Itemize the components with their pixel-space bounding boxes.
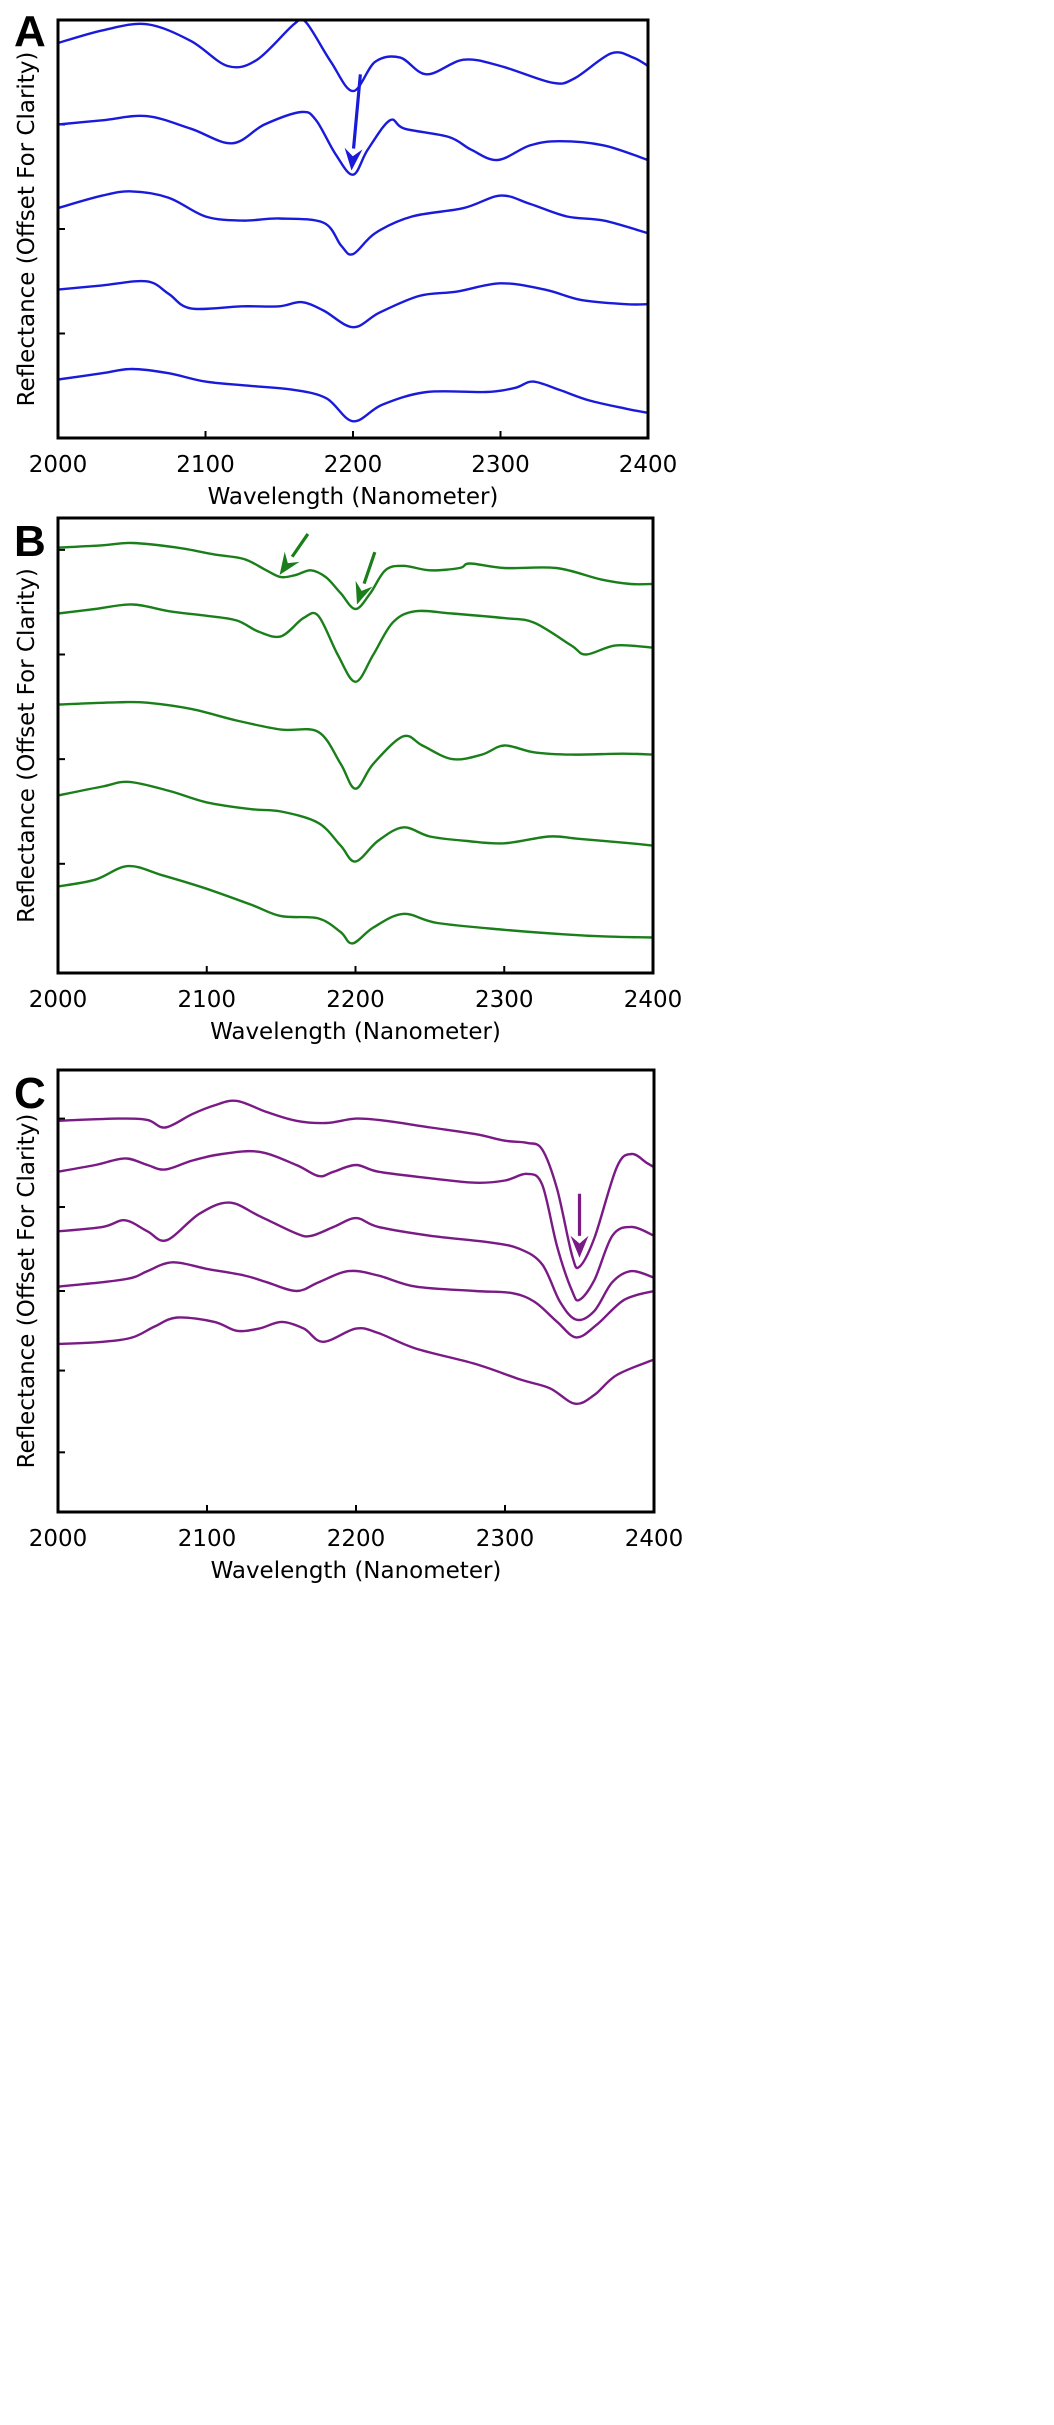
x-axis-title: Wavelength (Nanometer) (210, 1019, 501, 1045)
chart-panel-a: A 2000 2100 2200 2300 2400 Wavelength (Nanomet… (14, 7, 677, 510)
x-tick-label: 2400 (624, 987, 683, 1013)
x-tick-label: 2000 (29, 452, 88, 478)
x-tick-label: 2000 (29, 987, 88, 1013)
spectrum-line-4 (58, 1261, 654, 1339)
spectrum-line-3 (58, 190, 648, 256)
spectrum-line-2 (58, 110, 648, 176)
spectrum-line-4 (58, 279, 648, 329)
spectrum-line-5 (58, 1316, 654, 1406)
spectrum-line-5 (58, 864, 653, 945)
arrow-head (279, 551, 300, 575)
x-tick-label: 2100 (178, 1526, 237, 1552)
y-axis-title: Reflectance (Offset For Clarity) (14, 1114, 40, 1469)
x-tick-label: 2300 (475, 987, 534, 1013)
arrow-head (355, 580, 373, 605)
panel-label: A (14, 7, 46, 56)
x-tick-label: 2300 (471, 452, 530, 478)
spectrum-line-3 (58, 700, 653, 790)
x-tick-label: 2300 (476, 1526, 535, 1552)
spectrum-line-4 (58, 780, 653, 863)
arrow-shaft (290, 533, 310, 558)
panel-label: C (14, 1069, 46, 1118)
spectrum-line-1 (58, 20, 648, 93)
x-axis-title: Wavelength (Nanometer) (208, 484, 499, 510)
arrow-shaft (362, 551, 377, 585)
arrow-head (570, 1235, 589, 1258)
spectrum-line-1 (58, 541, 653, 611)
plot-frame (56, 516, 655, 975)
chart-panel-b: B 2000 2100 2200 2300 2400 Wavelength (Nanomet… (14, 516, 683, 1045)
x-tick-label: 2100 (176, 452, 235, 478)
plot-frame (56, 18, 650, 440)
x-tick-label: 2400 (625, 1526, 684, 1552)
spectrum-line-1 (58, 1099, 654, 1270)
panel-label: B (14, 517, 46, 566)
spectrum-line-3 (58, 1201, 654, 1322)
y-axis-title: Reflectance (Offset For Clarity) (14, 568, 40, 923)
chart-panel-c: C 2000 2100 2200 2300 2400 Wavelength (Nanomet… (14, 1068, 684, 1584)
plot-frame (56, 1068, 656, 1514)
x-tick-label: 2000 (29, 1526, 88, 1552)
arrow-shaft (351, 74, 362, 149)
x-tick-label: 2200 (326, 987, 385, 1013)
x-tick-label: 2100 (177, 987, 236, 1013)
x-tick-label: 2400 (619, 452, 678, 478)
x-tick-label: 2200 (324, 452, 383, 478)
y-axis-title: Reflectance (Offset For Clarity) (14, 52, 40, 407)
spectrum-line-2 (58, 603, 653, 683)
arrow-head (344, 147, 363, 171)
spectrum-line-5 (58, 367, 648, 423)
spectrum-line-2 (58, 1149, 654, 1302)
x-axis-title: Wavelength (Nanometer) (211, 1558, 502, 1584)
x-tick-label: 2200 (327, 1526, 386, 1552)
